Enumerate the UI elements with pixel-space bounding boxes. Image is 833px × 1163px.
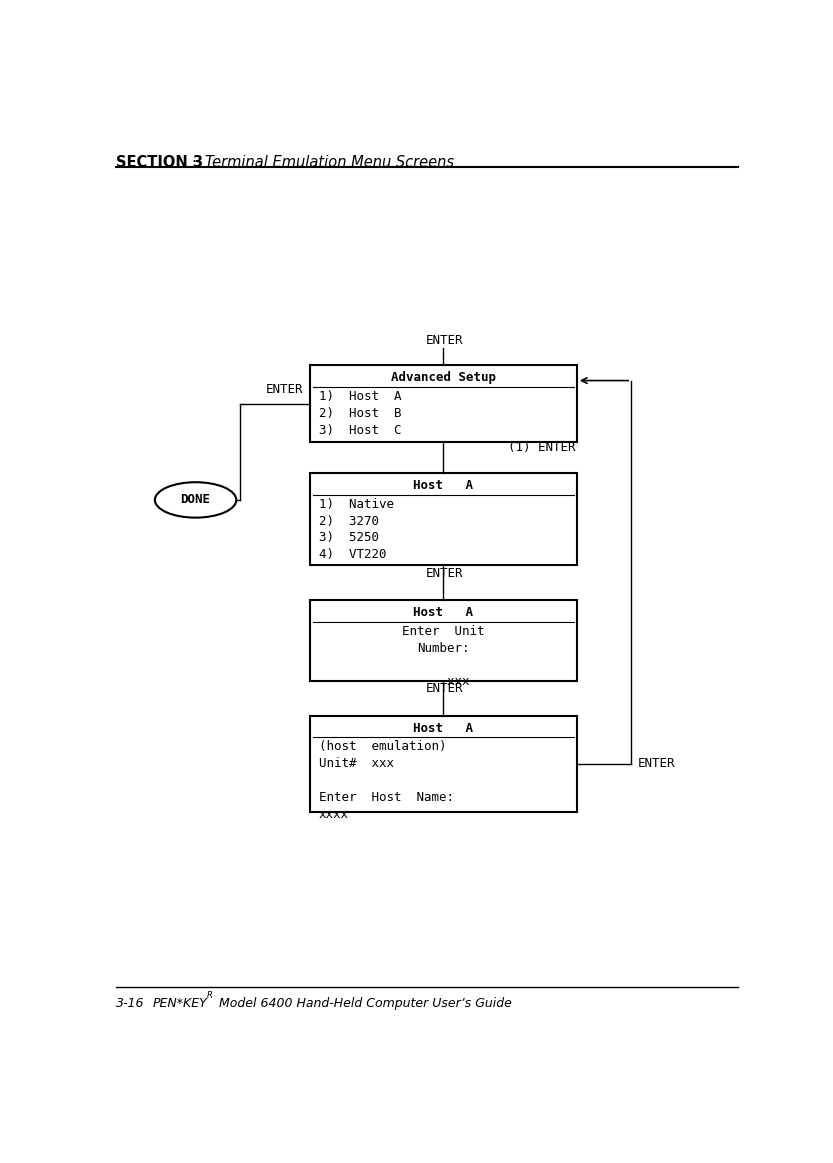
Text: ENTER: ENTER (426, 683, 463, 695)
Text: R: R (207, 991, 213, 1000)
Text: (host  emulation): (host emulation) (319, 740, 446, 754)
Text: SECTION 3: SECTION 3 (116, 155, 202, 170)
Text: (1) ENTER: (1) ENTER (508, 442, 576, 455)
Text: Enter  Unit: Enter Unit (402, 625, 485, 637)
Text: ENTER: ENTER (637, 757, 675, 770)
Text: PEN*KEY: PEN*KEY (152, 997, 207, 1009)
Bar (310, 473, 577, 565)
Text: ·: · (191, 155, 196, 170)
Text: Enter  Host  Name:: Enter Host Name: (319, 791, 454, 804)
Text: 3)  5250: 3) 5250 (319, 531, 379, 544)
Text: Advanced Setup: Advanced Setup (391, 371, 496, 384)
Text: xxx: xxx (417, 676, 470, 688)
Text: Host   A: Host A (413, 479, 473, 492)
Text: xxxx: xxxx (319, 808, 349, 821)
Text: 1)  Host  A: 1) Host A (319, 390, 402, 402)
Text: Host   A: Host A (413, 722, 473, 735)
Text: Model 6400 Hand-Held Computer User’s Guide: Model 6400 Hand-Held Computer User’s Gui… (215, 997, 511, 1009)
Text: 2)  Host  B: 2) Host B (319, 407, 402, 420)
Text: 2)  3270: 2) 3270 (319, 514, 379, 528)
Text: Terminal Emulation Menu Screens: Terminal Emulation Menu Screens (205, 155, 454, 170)
Text: Number:: Number: (417, 642, 470, 655)
Bar (310, 715, 577, 812)
Bar (310, 365, 577, 442)
Text: ENTER: ENTER (426, 566, 463, 579)
Ellipse shape (155, 483, 237, 518)
Text: ENTER: ENTER (266, 384, 303, 397)
Bar (310, 600, 577, 680)
Text: 1)  Native: 1) Native (319, 498, 394, 511)
Text: 3-16: 3-16 (116, 997, 144, 1009)
Text: 4)  VT220: 4) VT220 (319, 549, 387, 562)
Text: ENTER: ENTER (426, 334, 463, 347)
Text: 3)  Host  C: 3) Host C (319, 423, 402, 436)
Text: DONE: DONE (181, 493, 211, 506)
Text: Host   A: Host A (413, 606, 473, 619)
Text: Unit#  xxx: Unit# xxx (319, 757, 394, 770)
